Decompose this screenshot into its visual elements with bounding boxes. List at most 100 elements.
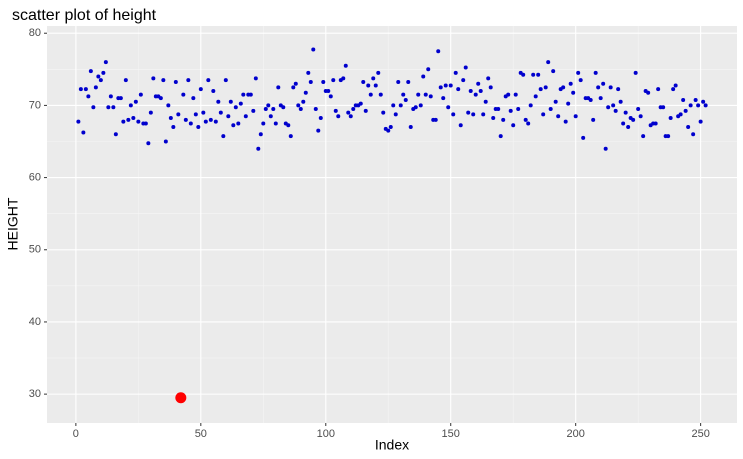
point bbox=[668, 116, 673, 121]
y-axis-label: HEIGHT bbox=[5, 197, 21, 250]
point bbox=[311, 47, 316, 52]
point bbox=[76, 119, 81, 124]
point bbox=[486, 76, 491, 81]
point bbox=[111, 105, 116, 110]
point bbox=[511, 123, 516, 128]
point bbox=[206, 78, 211, 83]
point bbox=[488, 85, 493, 90]
point bbox=[121, 119, 126, 124]
point bbox=[191, 96, 196, 101]
point bbox=[526, 121, 531, 126]
point bbox=[281, 105, 286, 110]
point bbox=[286, 123, 291, 128]
point bbox=[103, 60, 108, 65]
point bbox=[596, 85, 601, 90]
panel bbox=[47, 26, 737, 423]
point bbox=[516, 107, 521, 112]
point bbox=[328, 94, 333, 99]
point bbox=[671, 87, 676, 92]
point bbox=[326, 88, 331, 93]
point bbox=[443, 83, 448, 88]
point bbox=[698, 119, 703, 124]
point bbox=[228, 99, 233, 104]
point bbox=[393, 112, 398, 117]
y-tick-label: 80 bbox=[29, 27, 41, 39]
point bbox=[276, 85, 281, 90]
point bbox=[693, 97, 698, 102]
point bbox=[273, 121, 278, 126]
point bbox=[598, 96, 603, 101]
point bbox=[301, 99, 306, 104]
point bbox=[448, 83, 453, 88]
point bbox=[366, 83, 371, 88]
point bbox=[201, 110, 206, 115]
point bbox=[98, 78, 103, 83]
point bbox=[136, 119, 141, 124]
point bbox=[186, 78, 191, 83]
point bbox=[656, 87, 661, 92]
point bbox=[313, 107, 318, 112]
point bbox=[696, 103, 701, 108]
point bbox=[538, 87, 543, 92]
point bbox=[603, 146, 608, 151]
point bbox=[621, 121, 626, 126]
point bbox=[396, 79, 401, 84]
point bbox=[106, 105, 111, 110]
point bbox=[318, 116, 323, 121]
point bbox=[271, 107, 276, 112]
point bbox=[683, 108, 688, 113]
x-axis-label: Index bbox=[375, 437, 409, 453]
point bbox=[118, 96, 123, 101]
point bbox=[536, 72, 541, 77]
point bbox=[221, 134, 226, 139]
point bbox=[476, 81, 481, 86]
point bbox=[633, 70, 638, 75]
point bbox=[391, 103, 396, 108]
point bbox=[661, 105, 666, 110]
point bbox=[131, 116, 136, 121]
point bbox=[88, 69, 93, 74]
point bbox=[556, 114, 561, 119]
point bbox=[701, 99, 706, 104]
point bbox=[678, 112, 683, 117]
point bbox=[161, 78, 166, 83]
point bbox=[248, 92, 253, 97]
highlight-point bbox=[175, 392, 187, 404]
point bbox=[453, 70, 458, 75]
point bbox=[408, 125, 413, 130]
point bbox=[386, 128, 391, 133]
point bbox=[483, 99, 488, 104]
point bbox=[306, 70, 311, 75]
point bbox=[78, 87, 83, 92]
point bbox=[256, 146, 261, 151]
point bbox=[471, 112, 476, 117]
point bbox=[691, 132, 696, 137]
point bbox=[333, 108, 338, 113]
point bbox=[606, 105, 611, 110]
point bbox=[498, 134, 503, 139]
point bbox=[343, 63, 348, 68]
point bbox=[553, 99, 558, 104]
point bbox=[168, 116, 173, 121]
point bbox=[541, 112, 546, 117]
point bbox=[591, 117, 596, 122]
point bbox=[233, 105, 238, 110]
point bbox=[123, 78, 128, 83]
point bbox=[193, 112, 198, 117]
point bbox=[213, 119, 218, 124]
x-tick-label: 250 bbox=[691, 428, 709, 440]
point bbox=[81, 130, 86, 135]
point bbox=[466, 110, 471, 115]
point bbox=[478, 88, 483, 93]
point bbox=[543, 85, 548, 90]
point bbox=[83, 87, 88, 92]
point bbox=[418, 103, 423, 108]
point bbox=[531, 72, 536, 77]
point bbox=[173, 79, 178, 84]
point bbox=[243, 114, 248, 119]
point bbox=[146, 141, 151, 146]
point bbox=[523, 117, 528, 122]
point bbox=[563, 119, 568, 124]
point bbox=[616, 87, 621, 92]
point bbox=[253, 76, 258, 81]
